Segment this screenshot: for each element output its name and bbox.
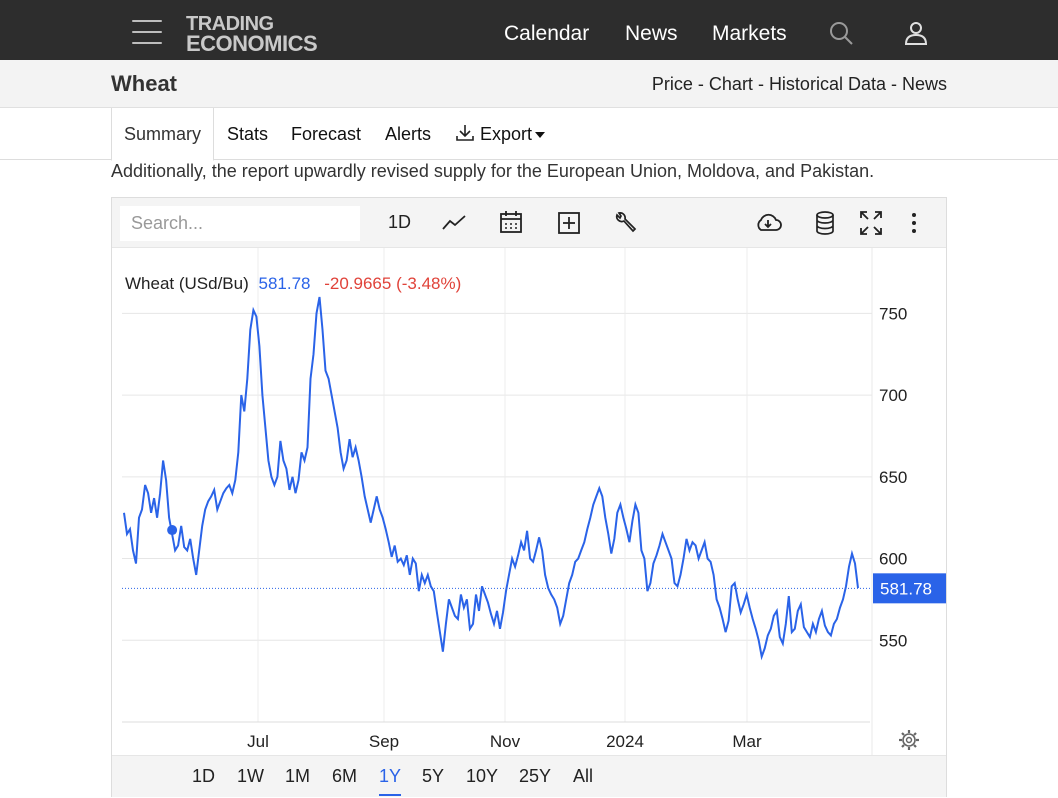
legend-series-name: Wheat (USd/Bu): [125, 274, 249, 293]
y-tick-label: 750: [879, 304, 907, 323]
subheader-links: Price - Chart - Historical Data - News: [652, 74, 947, 95]
x-tick-label: 2024: [606, 732, 644, 751]
link-separator: -: [752, 74, 769, 94]
link-historical-data[interactable]: Historical Data: [768, 74, 886, 94]
event-marker[interactable]: [167, 525, 178, 536]
user-icon[interactable]: [903, 20, 929, 46]
nav-news[interactable]: News: [625, 22, 678, 45]
interval-button[interactable]: 1D: [388, 212, 412, 232]
chart-settings-icon[interactable]: [899, 730, 919, 750]
chart-toolbar: 1D: [112, 198, 946, 248]
tab-export[interactable]: Export: [455, 108, 546, 160]
range-selector: 1D 1W 1M 6M 1Y 5Y 10Y 25Y All: [112, 755, 946, 797]
chart-grid: [122, 248, 872, 722]
tab-stats[interactable]: Stats: [227, 124, 269, 144]
x-tick-label: Jul: [247, 732, 269, 751]
y-axis-labels: 550 600 650 700 750: [879, 304, 907, 650]
site-logo[interactable]: TRADING ECONOMICS: [186, 13, 318, 56]
x-tick-label: Nov: [490, 732, 521, 751]
database-icon[interactable]: [814, 208, 836, 238]
range-all[interactable]: All: [573, 766, 594, 786]
line-chart-icon[interactable]: [440, 208, 468, 238]
article-text: Additionally, the report upwardly revise…: [111, 161, 875, 181]
legend-price: 581.78: [259, 274, 311, 293]
y-tick-label: 550: [879, 631, 907, 650]
hamburger-menu-icon[interactable]: [132, 20, 162, 44]
y-tick-label: 600: [879, 550, 907, 569]
wheat-price-series: [123, 296, 859, 661]
range-5y[interactable]: 5Y: [422, 766, 445, 786]
search-icon[interactable]: [828, 20, 854, 46]
range-6m[interactable]: 6M: [332, 766, 358, 786]
nav-markets[interactable]: Markets: [712, 22, 787, 45]
tab-alerts[interactable]: Alerts: [385, 124, 432, 144]
last-price-label: 581.78: [880, 579, 932, 598]
link-news[interactable]: News: [901, 74, 947, 94]
chart-widget: 1D: [111, 197, 947, 797]
more-options-icon[interactable]: [908, 208, 920, 238]
link-chart[interactable]: Chart: [708, 74, 753, 94]
chart-search-input[interactable]: [120, 206, 360, 241]
range-1d[interactable]: 1D: [192, 766, 216, 786]
nav-calendar[interactable]: Calendar: [504, 22, 590, 45]
link-separator: -: [692, 74, 709, 94]
last-price-badge: [873, 573, 946, 604]
range-25y[interactable]: 25Y: [519, 766, 552, 786]
legend-change: -20.9665 (-3.48%): [324, 274, 461, 293]
wrench-icon[interactable]: [612, 208, 638, 238]
range-1w[interactable]: 1W: [237, 766, 264, 786]
compare-add-icon[interactable]: [556, 208, 582, 238]
logo-line1: TRADING: [186, 13, 274, 35]
y-tick-label: 650: [879, 468, 907, 487]
export-label: Export: [480, 124, 533, 144]
tab-summary[interactable]: Summary: [111, 108, 215, 161]
cloud-download-icon[interactable]: [753, 208, 783, 238]
calendar-icon[interactable]: [498, 208, 524, 238]
range-1m[interactable]: 1M: [285, 766, 311, 786]
range-1y[interactable]: 1Y: [379, 766, 402, 796]
link-separator: -: [885, 74, 902, 94]
x-tick-label: Mar: [732, 732, 762, 751]
download-icon: [456, 125, 474, 141]
section-tabs: Summary Stats Forecast Alerts Export: [0, 108, 1058, 161]
x-tick-label: Sep: [369, 732, 399, 751]
subheader: Wheat Price - Chart - Historical Data - …: [0, 60, 1058, 108]
link-price[interactable]: Price: [651, 74, 693, 94]
chevron-down-icon: [535, 132, 546, 139]
chart-legend: Wheat (USd/Bu) 581.78 -20.9665 (-3.48%): [125, 274, 461, 293]
page-title: Wheat: [111, 71, 177, 96]
range-10y[interactable]: 10Y: [466, 766, 499, 786]
tab-forecast[interactable]: Forecast: [291, 124, 362, 144]
fullscreen-icon[interactable]: [858, 208, 884, 238]
y-tick-label: 700: [879, 386, 907, 405]
top-header: TRADING ECONOMICS Calendar News Markets: [0, 0, 1058, 60]
logo-line2: ECONOMICS: [186, 31, 318, 56]
x-axis-labels: Jul Sep Nov 2024 Mar: [247, 732, 762, 751]
